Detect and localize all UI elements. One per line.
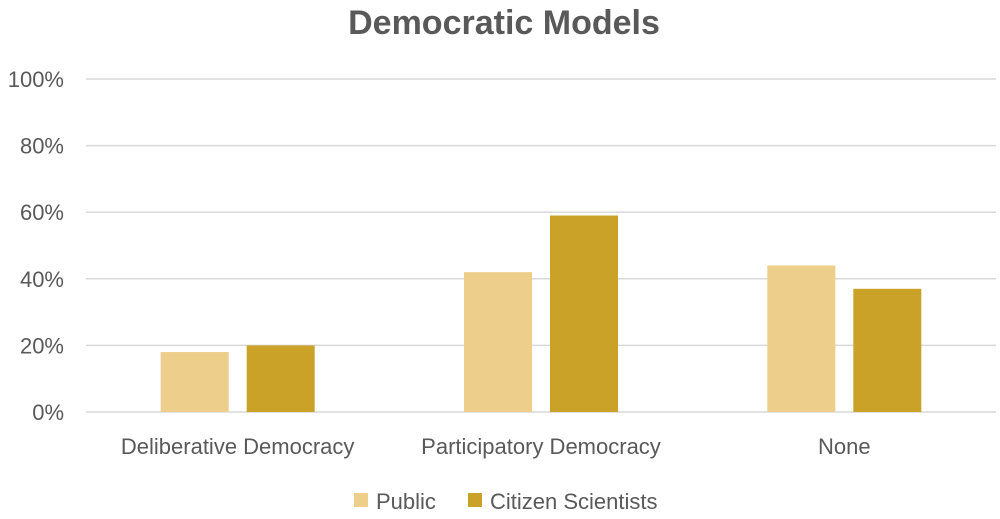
- bar-citizen-scientists: [246, 345, 315, 412]
- chart-title: Democratic Models: [348, 4, 660, 42]
- legend-label: Public: [376, 489, 436, 514]
- legend-swatch-public: [354, 493, 368, 507]
- y-tick-label: 60%: [20, 200, 64, 225]
- grid-layer: [86, 78, 996, 413]
- bar-public: [464, 272, 532, 412]
- x-category-label: None: [818, 434, 871, 459]
- y-tick-label: 100%: [8, 67, 64, 92]
- bar-citizen-scientists: [853, 288, 922, 412]
- legend-swatch-citizen-scientists: [468, 493, 482, 507]
- y-tick-label: 0%: [32, 400, 64, 425]
- x-category-label: Deliberative Democracy: [121, 434, 355, 459]
- x-axis-categories: Deliberative Democracy Participatory Demo…: [121, 434, 871, 459]
- bar-public: [160, 352, 229, 412]
- y-tick-label: 80%: [20, 134, 64, 159]
- x-category-label: Participatory Democracy: [421, 434, 661, 459]
- bar-citizen-scientists: [550, 215, 618, 412]
- y-axis-ticks: 0% 20% 40% 60% 80% 100%: [8, 67, 64, 425]
- bar-layer: [160, 215, 922, 412]
- y-tick-label: 20%: [20, 333, 64, 358]
- bar-public: [767, 265, 836, 412]
- legend: Public Citizen Scientists: [354, 489, 658, 514]
- y-tick-label: 40%: [20, 267, 64, 292]
- legend-label: Citizen Scientists: [490, 489, 658, 514]
